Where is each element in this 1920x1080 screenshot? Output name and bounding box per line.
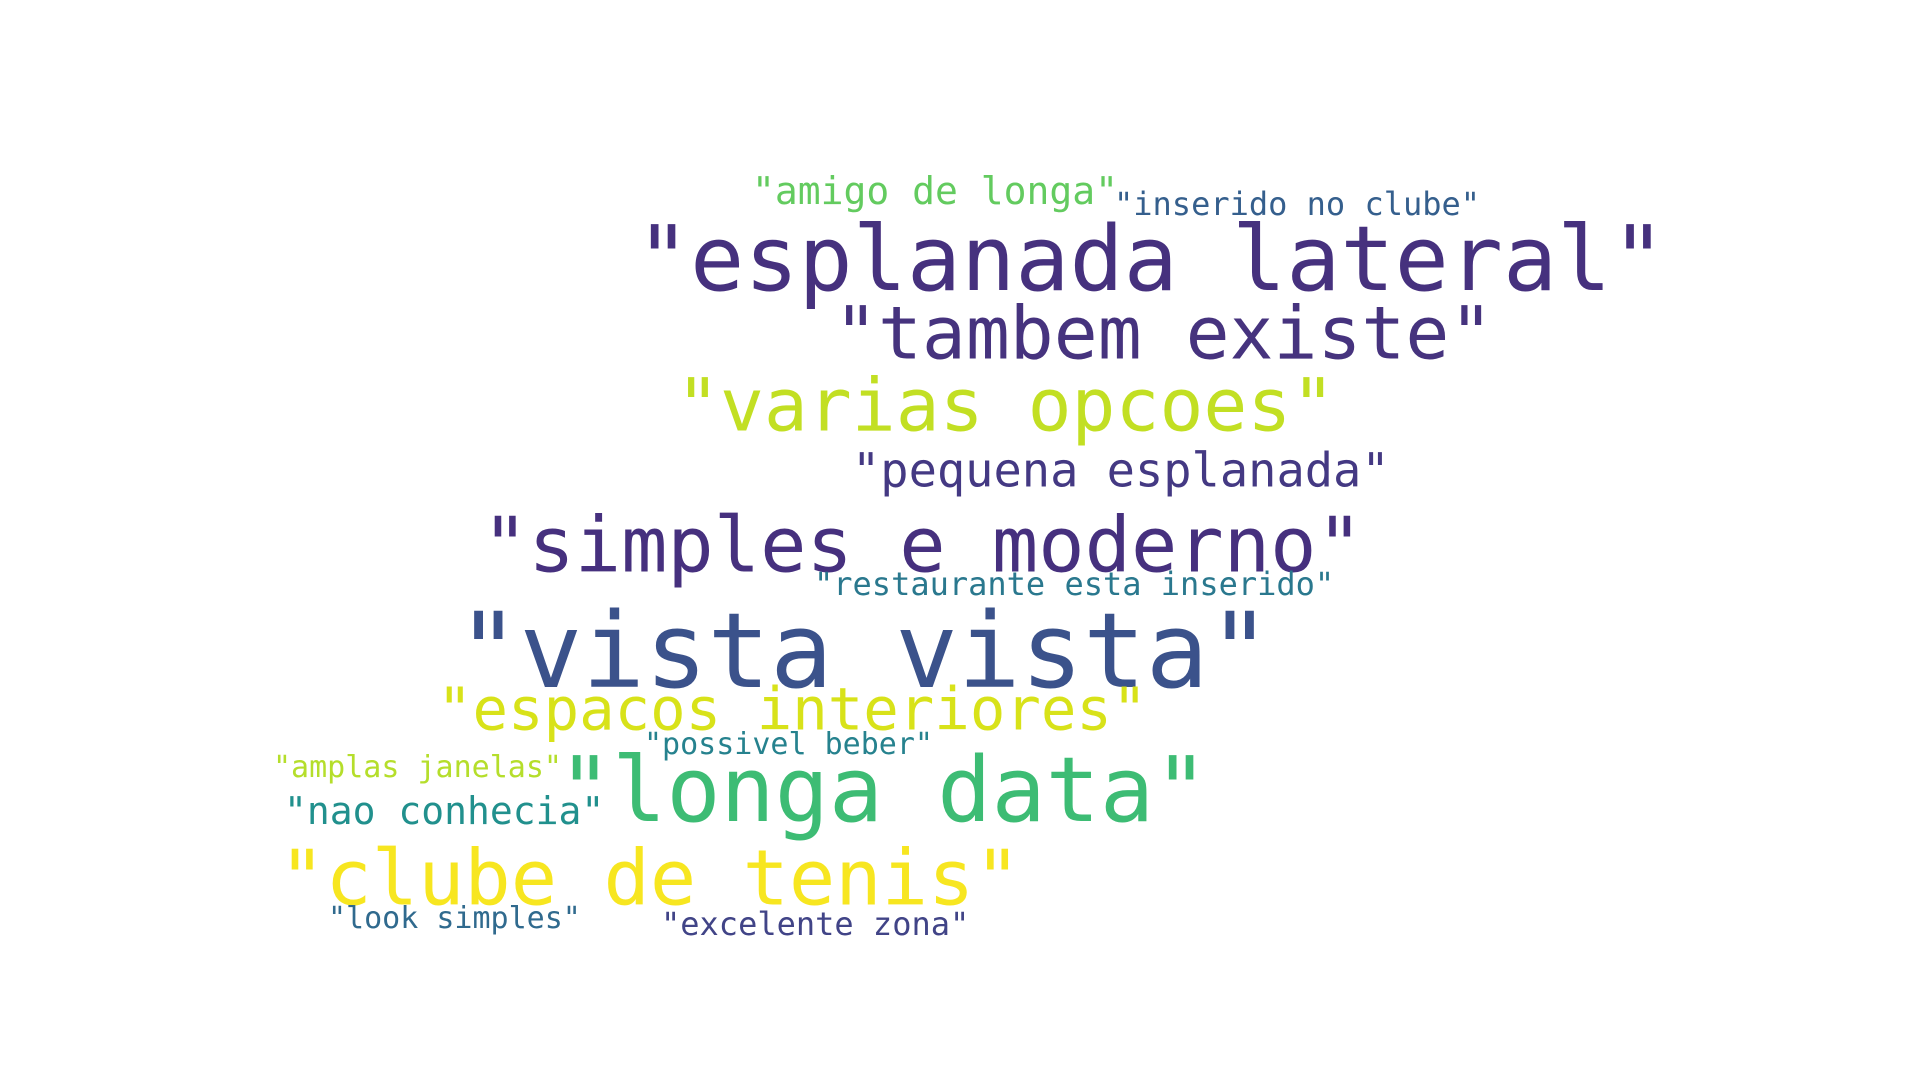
word-look-simples: "look simples"	[328, 901, 581, 936]
word-clube-de-tenis: "clube de tenis"	[279, 834, 1021, 924]
word-restaurante-esta-inserido: "restaurante esta inserido"	[814, 565, 1335, 603]
word-longa-data: "longa data"	[558, 738, 1209, 843]
word-tambem-existe: "tambem existe"	[834, 291, 1494, 377]
word-espacos-interiores: "espacos interiores"	[437, 674, 1148, 744]
word-vista-vista: "vista vista"	[457, 590, 1271, 712]
word-amplas-janelas: "amplas janelas"	[273, 750, 562, 785]
word-nao-conhecia: "nao conhecia"	[284, 789, 605, 833]
word-amigo-de-longa: "amigo de longa"	[752, 169, 1119, 213]
word-pequena-esplanada: "pequena esplanada"	[852, 443, 1390, 499]
word-excelente-zona: "excelente zona"	[661, 905, 970, 943]
word-simples-e-moderno: "simples e moderno"	[482, 501, 1363, 591]
word-possivel-beber: "possivel beber"	[644, 727, 933, 762]
word-varias-opcoes: "varias opcoes"	[676, 363, 1336, 449]
word-inserido-no-clube: "inserido no clube"	[1114, 185, 1481, 223]
word-esplanada-lateral: "esplanada lateral"	[636, 207, 1666, 312]
